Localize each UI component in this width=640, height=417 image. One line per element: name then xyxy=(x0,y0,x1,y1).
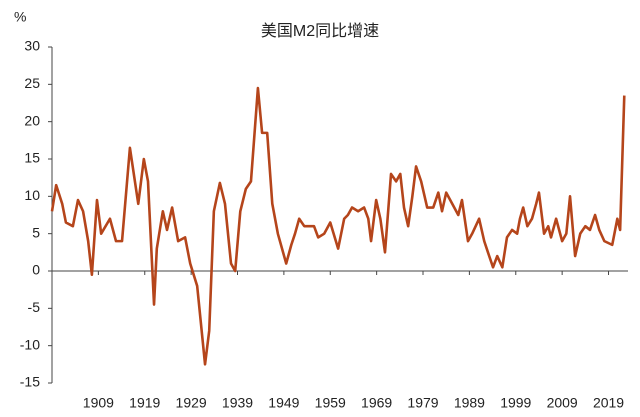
x-tick-label: 1909 xyxy=(83,395,114,411)
x-tick-label: 1979 xyxy=(407,395,438,411)
x-tick-label: 1949 xyxy=(268,395,299,411)
x-tick-label: 2009 xyxy=(547,395,578,411)
y-tick-label: 5 xyxy=(32,224,40,240)
y-tick-label: 0 xyxy=(32,262,40,278)
y-tick-label: 30 xyxy=(24,38,40,54)
series-line xyxy=(50,86,626,366)
x-tick-label: 1929 xyxy=(176,395,207,411)
x-tick-label: 1969 xyxy=(361,395,392,411)
y-tick-label: -10 xyxy=(20,336,40,352)
y-tick-label: 20 xyxy=(24,112,40,128)
x-tick-label: 1919 xyxy=(129,395,160,411)
y-tick-label: 25 xyxy=(24,75,40,91)
y-axis-label: % xyxy=(14,9,26,25)
x-tick-label: 2019 xyxy=(593,395,624,411)
y-tick-label: -15 xyxy=(20,374,40,390)
chart-title: 美国M2同比增速 xyxy=(261,22,379,40)
y-tick-label: 15 xyxy=(24,150,40,166)
x-tick-label: 1959 xyxy=(315,395,346,411)
x-tick-label: 1999 xyxy=(500,395,531,411)
y-tick-label: 10 xyxy=(24,187,40,203)
x-tick-label: 1939 xyxy=(222,395,253,411)
y-tick-label: -5 xyxy=(28,299,41,315)
x-tick-label: 1989 xyxy=(454,395,485,411)
